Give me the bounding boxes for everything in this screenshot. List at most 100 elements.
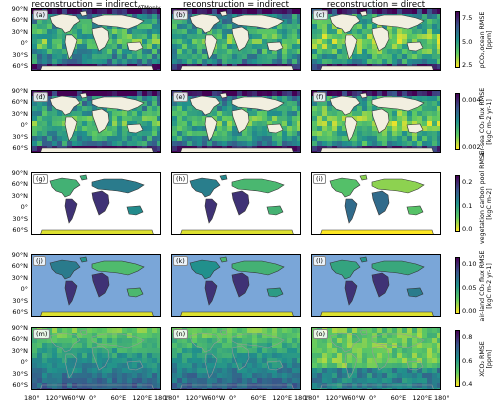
lat-tick-label: 30°N: [11, 109, 28, 118]
column-title-2: reconstruction = indirect: [171, 0, 301, 10]
map-panel: (o): [311, 327, 441, 390]
map-svg: [172, 173, 300, 234]
map-svg: [172, 328, 300, 389]
lat-tick-label: 60°N: [11, 16, 28, 25]
panel-label: (h): [173, 174, 189, 184]
colorbar-label: vegetation carbon pool RMSE [kgC m-2]: [479, 150, 493, 244]
lat-tick-label: 30°N: [11, 191, 28, 200]
colorbar: [455, 257, 460, 314]
map-panel: (e): [171, 90, 301, 153]
colorbar-label: air-sea CO₂ flux RMSE [kgC m-2 yr-1]: [479, 82, 493, 162]
map-svg: [172, 91, 300, 152]
map-panel: (l): [311, 254, 441, 317]
map-panel: (i): [311, 172, 441, 235]
lat-tick-label: 90°N: [11, 169, 28, 177]
lat-tick-label: 30°S: [12, 214, 28, 223]
lat-tick-label: 30°S: [12, 369, 28, 378]
lat-tick-label: 30°N: [11, 27, 28, 36]
lat-tick-label: 60°S: [12, 226, 28, 234]
lon-tick-label: 120°W: [45, 394, 68, 402]
colorbar-tick-label: 0.004: [462, 96, 481, 104]
lon-tick-label: 0°: [369, 394, 377, 402]
panel-label: (d): [33, 92, 49, 102]
colorbar-tick-label: 0.05: [462, 283, 477, 292]
lat-tick-label: 60°N: [11, 180, 28, 189]
panel-label: (i): [313, 174, 326, 184]
column-title-text: reconstruction = indirect: [183, 0, 289, 10]
map-panel: (b): [171, 8, 301, 71]
lat-tick-label: 90°N: [11, 87, 28, 95]
panel-label: (g): [33, 174, 49, 184]
map-panel: (n): [171, 327, 301, 390]
lat-tick-label: 30°N: [11, 273, 28, 282]
map-panel: (d): [31, 90, 161, 153]
colorbar-label-line2: [kgC m-2]: [486, 187, 493, 220]
colorbar-label-line1: air-land CO₂ flux RMSE: [479, 250, 486, 322]
lon-tick-label: 180°: [24, 394, 40, 402]
colorbar-tick-label: 0.10: [462, 260, 477, 268]
colorbar: [455, 330, 460, 387]
lat-tick-label: 0°: [20, 39, 28, 48]
colorbar: [455, 11, 460, 68]
lon-tick-label: 60°W: [67, 394, 86, 402]
colorbar-label-line1: pCO₂,ocean RMSE: [479, 11, 486, 68]
map-svg: [172, 9, 300, 70]
colorbar-tick-label: 0.4: [462, 380, 473, 388]
map-svg: [312, 173, 440, 234]
colorbar-label-line2: [kgC m-2 yr-1]: [486, 262, 493, 309]
colorbar-label-line1: vegetation carbon pool RMSE: [479, 150, 486, 244]
colorbar-tick-label: 2.5: [462, 61, 473, 69]
lon-tick-label: 180°: [164, 394, 180, 402]
map-panel: (a): [31, 8, 161, 71]
colorbar-label-line2: [kgC m-2 yr-1]: [486, 98, 493, 145]
lon-tick-label: 120°W: [325, 394, 348, 402]
colorbar-label: pCO₂,ocean RMSE [ppm]: [479, 0, 493, 80]
map-svg: [312, 9, 440, 70]
colorbar-label: XCO₂ RMSE [ppm]: [479, 319, 493, 399]
colorbar-label-line1: XCO₂ RMSE: [479, 340, 486, 377]
lat-tick-label: 30°S: [12, 296, 28, 305]
map-panel: (g): [31, 172, 161, 235]
lat-tick-label: 0°: [20, 358, 28, 367]
panel-label: (c): [313, 10, 328, 20]
panel-label: (j): [33, 256, 46, 266]
panel-label: (m): [33, 329, 51, 339]
lat-tick-label: 30°S: [12, 50, 28, 59]
lon-tick-label: 180°: [434, 394, 450, 402]
map-panel: (f): [311, 90, 441, 153]
lon-tick-label: 0°: [89, 394, 97, 402]
map-panel: (h): [171, 172, 301, 235]
colorbar: [455, 93, 460, 150]
lat-tick-label: 60°N: [11, 335, 28, 344]
map-svg: [312, 328, 440, 389]
colorbar-label-line1: air-sea CO₂ flux RMSE: [479, 87, 486, 156]
lon-tick-label: 60°W: [207, 394, 226, 402]
lon-tick-label: 180°: [154, 394, 170, 402]
lon-tick-label: 120°E: [272, 394, 293, 402]
column-title-text: reconstruction = direct: [326, 0, 426, 10]
lat-tick-label: 90°N: [11, 251, 28, 259]
panel-label: (a): [33, 10, 49, 20]
map-panel: (c): [311, 8, 441, 71]
lat-tick-label: 60°S: [12, 381, 28, 389]
lon-tick-label: 60°W: [347, 394, 366, 402]
map-panel: (m): [31, 327, 161, 390]
map-svg: [32, 173, 160, 234]
lon-tick-label: 0°: [229, 394, 237, 402]
lat-tick-label: 30°N: [11, 346, 28, 355]
lat-tick-label: 60°N: [11, 262, 28, 271]
column-title-text: reconstruction = indirect: [31, 0, 138, 10]
map-svg: [32, 91, 160, 152]
map-svg: [32, 255, 160, 316]
lon-tick-label: 60°E: [250, 394, 267, 402]
map-svg: [32, 9, 160, 70]
colorbar-tick-label: 0.002: [462, 143, 481, 151]
colorbar-label-line2: [ppm]: [486, 29, 493, 50]
panel-label: (e): [173, 92, 189, 102]
map-panel: (j): [31, 254, 161, 317]
panel-label: (b): [173, 10, 189, 20]
map-panel: (k): [171, 254, 301, 317]
colorbar-label: air-land CO₂ flux RMSE [kgC m-2 yr-1]: [479, 246, 493, 326]
map-svg: [312, 255, 440, 316]
colorbar-tick-label: 0.0: [462, 225, 473, 233]
